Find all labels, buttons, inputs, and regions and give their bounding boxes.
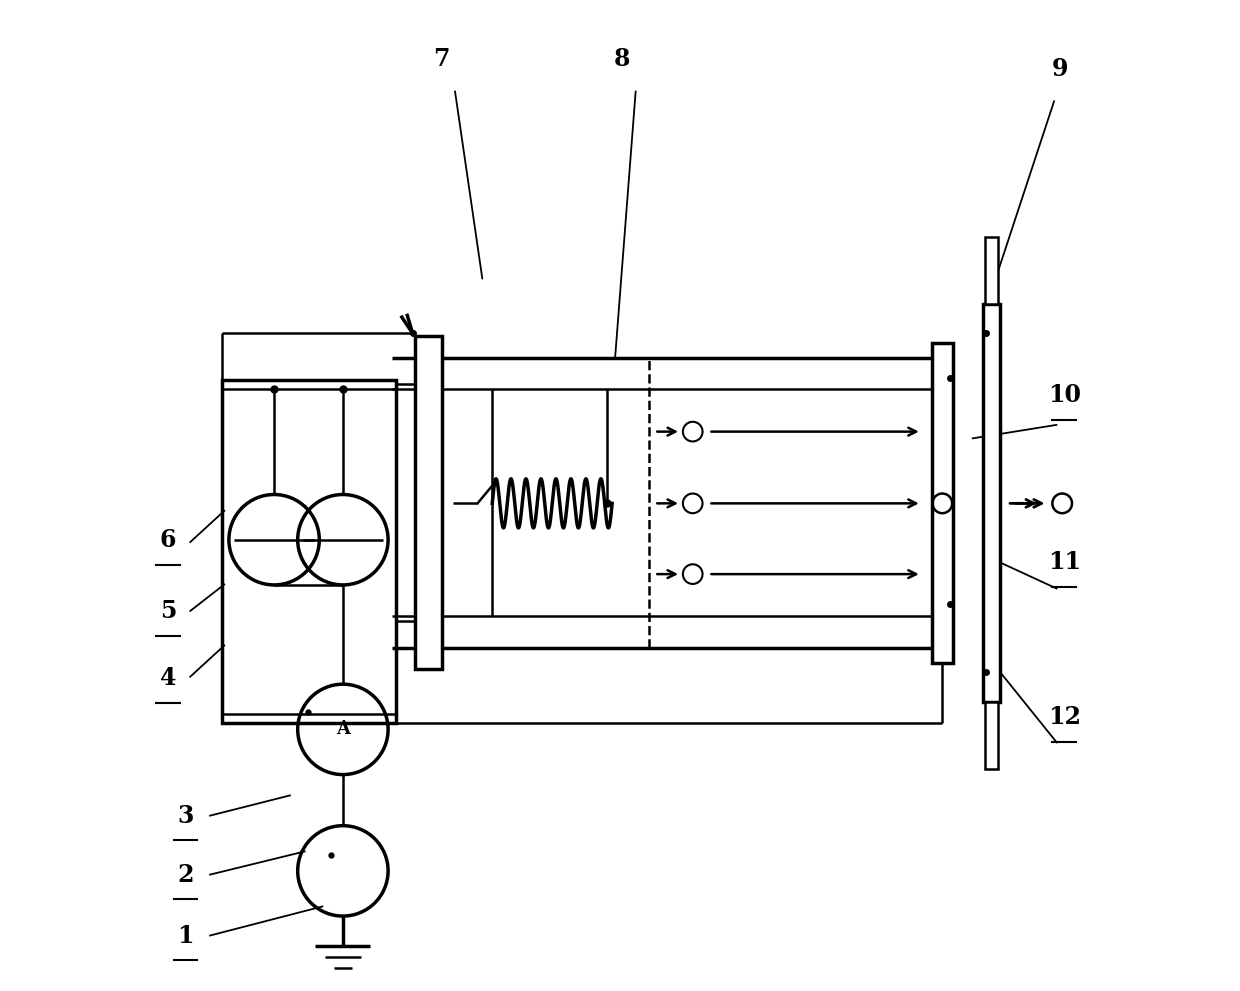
Text: 11: 11	[1048, 550, 1081, 574]
Text: 5: 5	[160, 600, 176, 623]
Bar	[985, 237, 998, 304]
Text: 10: 10	[1048, 384, 1081, 407]
Bar	[931, 343, 954, 663]
Bar	[985, 702, 998, 769]
Text: 2: 2	[177, 862, 193, 887]
Text: 9: 9	[1052, 56, 1069, 81]
Text: 4: 4	[160, 666, 176, 690]
Text: 7: 7	[433, 47, 449, 71]
Bar	[222, 380, 396, 723]
Text: 1: 1	[177, 924, 193, 947]
Bar	[982, 304, 1001, 702]
Text: 6: 6	[160, 528, 176, 553]
Text: 8: 8	[614, 47, 630, 71]
Text: A: A	[336, 720, 350, 738]
Text: 3: 3	[177, 804, 193, 827]
Bar	[414, 336, 443, 670]
Text: 12: 12	[1048, 706, 1081, 729]
